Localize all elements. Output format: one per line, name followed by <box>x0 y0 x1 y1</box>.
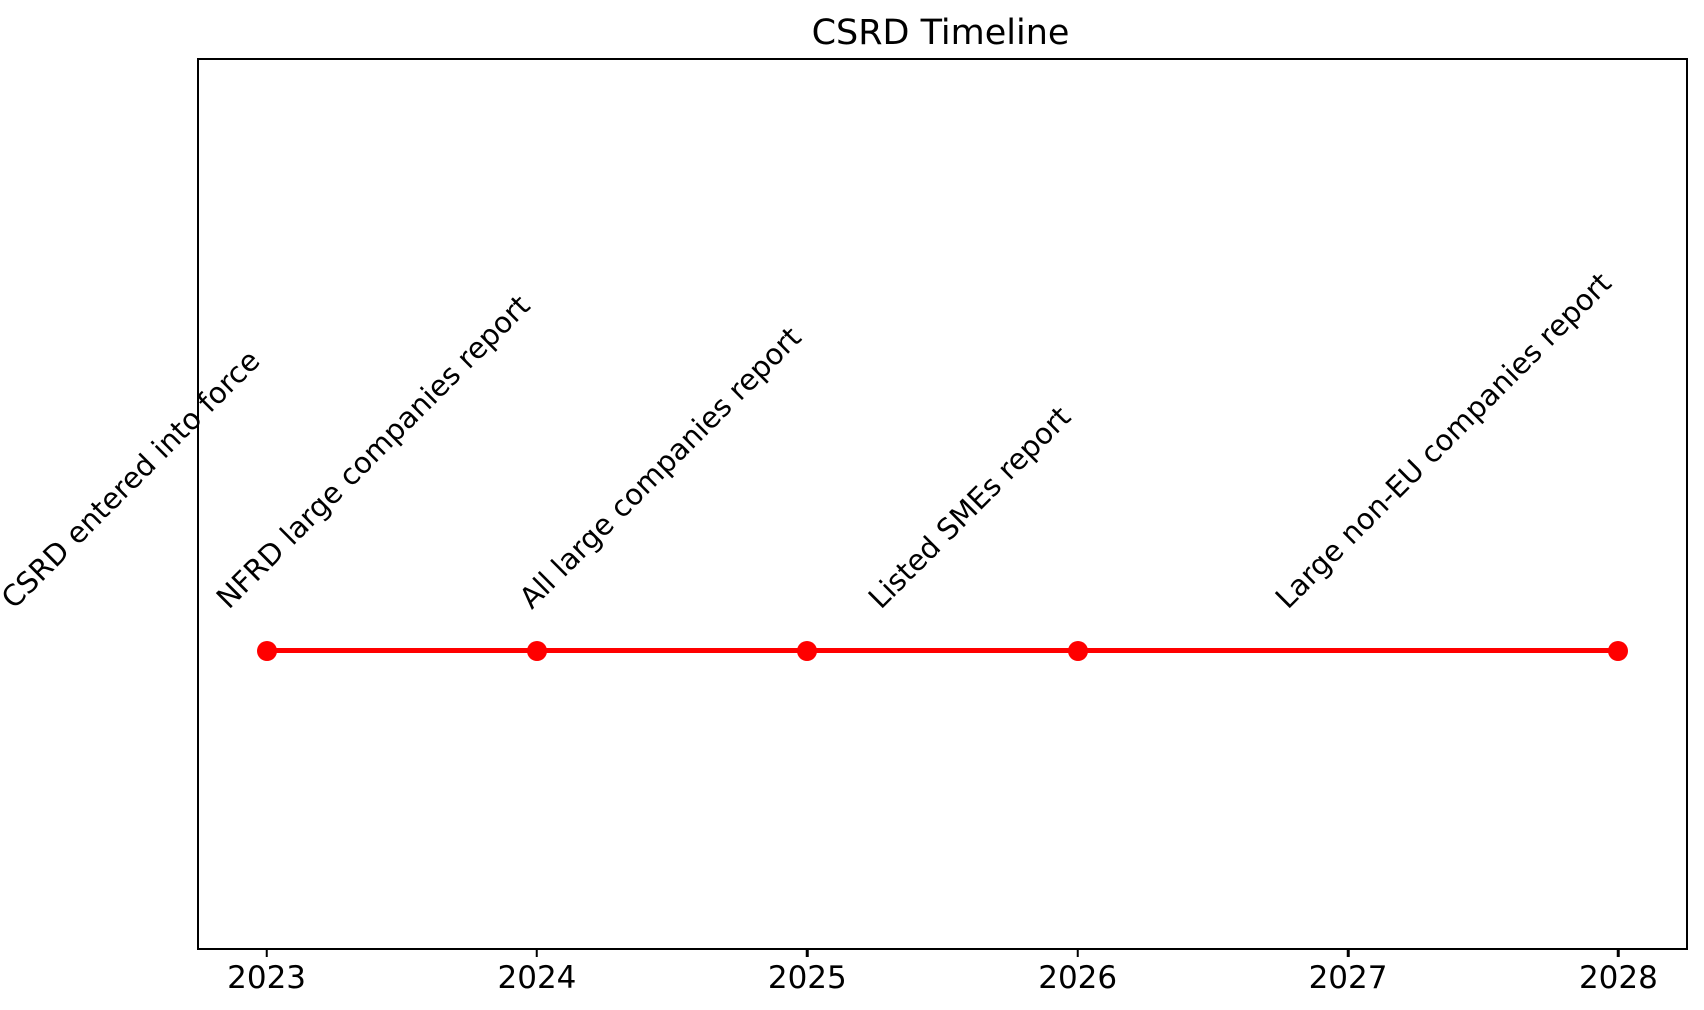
event-marker <box>1067 641 1088 661</box>
chart-title: CSRD Timeline <box>811 13 1070 53</box>
x-tick-label: 2023 <box>227 960 307 996</box>
x-tick <box>1617 948 1620 957</box>
x-tick <box>265 948 268 957</box>
event-marker <box>1608 641 1629 661</box>
timeline-line <box>266 648 1619 653</box>
event-label: NFRD large companies report <box>210 288 537 615</box>
x-tick <box>535 948 539 957</box>
x-tick-label: 2026 <box>1038 960 1118 996</box>
plot-area: CSRD entered into force NFRD large compan… <box>0 58 1688 995</box>
x-tick <box>1076 948 1079 957</box>
x-tick-label: 2027 <box>1308 960 1388 996</box>
x-tick-label: 2025 <box>767 960 847 996</box>
event-marker <box>526 641 547 661</box>
x-tick <box>1346 948 1350 957</box>
x-tick-label: 2024 <box>497 960 577 996</box>
event-label: Large non-EU companies report <box>1268 265 1619 615</box>
x-tick <box>806 948 809 957</box>
event-label: Listed SMEs report <box>861 399 1078 615</box>
event-marker <box>797 641 818 661</box>
x-tick-label: 2028 <box>1578 960 1658 996</box>
event-label: All large companies report <box>512 319 808 615</box>
event-marker <box>256 641 277 661</box>
